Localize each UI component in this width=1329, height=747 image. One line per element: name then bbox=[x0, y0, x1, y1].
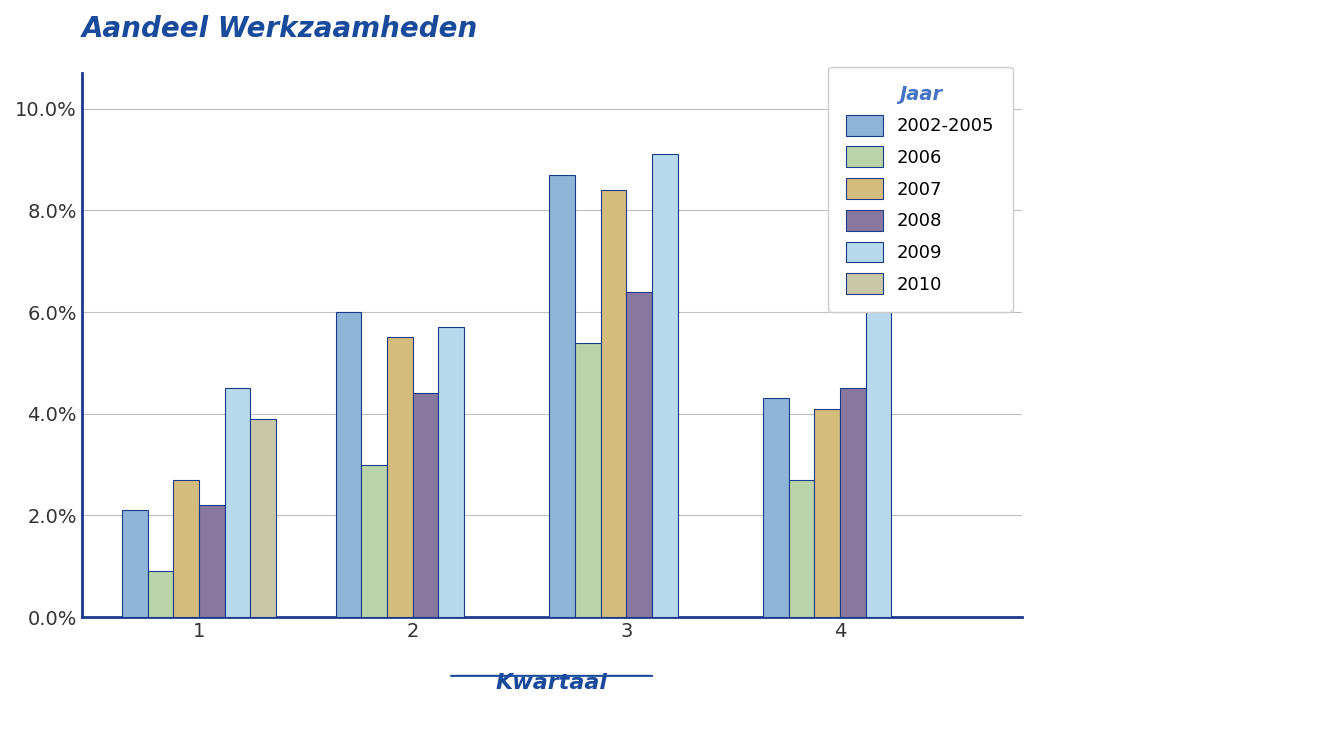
Legend: 2002-2005, 2006, 2007, 2008, 2009, 2010: 2002-2005, 2006, 2007, 2008, 2009, 2010 bbox=[828, 67, 1013, 312]
Text: Kwartaal: Kwartaal bbox=[496, 673, 607, 693]
Bar bbox=[840, 388, 865, 617]
Bar bbox=[601, 190, 626, 617]
Text: Aandeel Werkzaamheden: Aandeel Werkzaamheden bbox=[81, 15, 478, 43]
Bar bbox=[174, 480, 199, 617]
Bar bbox=[788, 480, 815, 617]
Bar bbox=[361, 465, 387, 617]
Bar bbox=[122, 510, 148, 617]
Bar bbox=[225, 388, 250, 617]
Bar bbox=[626, 292, 653, 617]
Bar bbox=[575, 343, 601, 617]
Bar bbox=[549, 175, 575, 617]
Bar bbox=[815, 409, 840, 617]
Bar bbox=[653, 155, 678, 617]
Bar bbox=[148, 571, 174, 617]
Bar bbox=[865, 292, 892, 617]
Bar bbox=[250, 419, 276, 617]
Bar bbox=[387, 338, 413, 617]
Bar bbox=[439, 327, 464, 617]
Bar bbox=[763, 398, 788, 617]
Bar bbox=[336, 312, 361, 617]
Bar bbox=[199, 505, 225, 617]
Bar bbox=[413, 394, 439, 617]
